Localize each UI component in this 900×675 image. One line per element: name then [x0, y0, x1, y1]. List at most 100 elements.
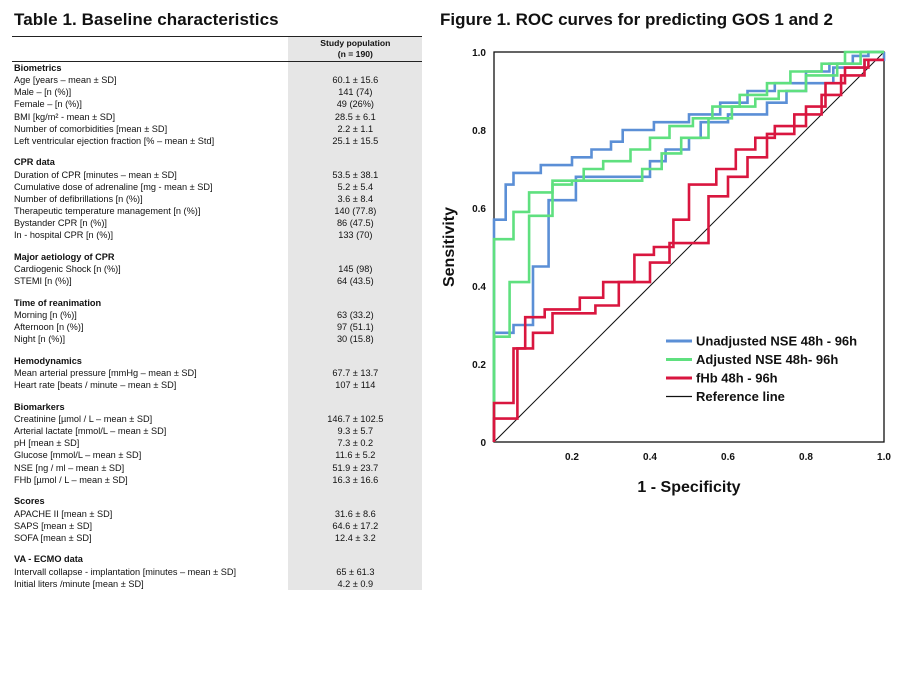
row-value: 140 (77.8) — [334, 206, 377, 217]
row-label: Creatinine [µmol / L – mean ± SD] — [14, 414, 153, 425]
row-value: 16.3 ± 16.6 — [332, 474, 379, 485]
row-value: 2.2 ± 1.1 — [337, 123, 374, 134]
table-row: Number of defibrillations [n (%)] 3.6 ± 8… — [12, 193, 422, 205]
table-row: Mean arterial pressure [mmHg – mean ± SD… — [12, 367, 422, 379]
row-value: 133 (70) — [338, 230, 373, 241]
section-heading-row: CPR data — [12, 156, 422, 168]
row-value: 9.3 ± 5.7 — [337, 426, 374, 437]
figure-title: Figure 1. ROC curves for predicting GOS … — [440, 10, 833, 29]
row-value: 64 (43.5) — [336, 276, 374, 287]
row-value: 65 ± 61.3 — [336, 566, 375, 577]
y-tick-label: 0.8 — [472, 126, 486, 137]
table-panel: Table 1. Baseline characteristics Study … — [12, 10, 424, 590]
y-tick-label: 1.0 — [472, 48, 486, 59]
row-label: STEMI [n (%)] — [14, 276, 72, 287]
table-row: Heart rate [beats / minute – mean ± SD] 1… — [12, 379, 422, 391]
section-heading-row: Scores — [12, 495, 422, 507]
table-title: Table 1. Baseline characteristics — [14, 10, 279, 29]
row-label: Number of defibrillations [n (%)] — [14, 193, 143, 204]
table-column-header-line1: Study population — [320, 38, 391, 48]
table-row: Glucose [mmol/L – mean ± SD] 11.6 ± 5.2 — [12, 449, 422, 461]
table-row: Male – [n (%)] 141 (74) — [12, 86, 422, 98]
table-row: pH [mean ± SD] 7.3 ± 0.2 — [12, 437, 422, 449]
row-label: Initial liters /minute [mean ± SD] — [14, 578, 144, 589]
row-value: 97 (51.1) — [336, 322, 374, 333]
section-heading: VA - ECMO data — [14, 554, 83, 565]
roc-curve-5 — [492, 58, 884, 442]
section-heading: Time of reanimation — [14, 297, 102, 308]
row-label: Duration of CPR [minutes – mean ± SD] — [14, 169, 177, 180]
row-value: 3.6 ± 8.4 — [337, 193, 374, 204]
row-value: 67.7 ± 13.7 — [332, 368, 379, 379]
row-label: Age [years – mean ± SD] — [14, 75, 117, 86]
row-label: Therapeutic temperature management [n (%… — [14, 206, 201, 217]
row-value: 64.6 ± 17.2 — [332, 520, 379, 531]
table-row: Arterial lactate [mmol/L – mean ± SD] 9.3… — [12, 425, 422, 437]
row-label: SOFA [mean ± SD] — [14, 532, 92, 543]
section-heading: Scores — [14, 496, 45, 507]
table-column-header-line2: (n = 190) — [337, 49, 373, 59]
table-row: Creatinine [µmol / L – mean ± SD] 146.7 ±… — [12, 413, 422, 425]
row-value: 53.5 ± 38.1 — [332, 169, 379, 180]
legend-label: Adjusted NSE 48h- 96h — [696, 352, 838, 367]
legend-label: Reference line — [696, 389, 785, 404]
study-population-column-shade — [288, 37, 422, 590]
row-label: pH [mean ± SD] — [14, 438, 80, 449]
row-label: Cardiogenic Shock [n (%)] — [14, 264, 121, 275]
row-value: 31.6 ± 8.6 — [334, 508, 376, 519]
row-label: Cumulative dose of adrenaline [mg - mean… — [14, 181, 213, 192]
section-heading: Hemodynamics — [14, 355, 82, 366]
figure-panel: Figure 1. ROC curves for predicting GOS … — [436, 10, 896, 530]
row-value: 145 (98) — [338, 264, 373, 275]
table-row: Initial liters /minute [mean ± SD] 4.2 ± … — [12, 578, 422, 590]
section-heading-row: Biometrics — [12, 62, 422, 74]
row-label: In - hospital CPR [n (%)] — [14, 230, 114, 241]
reference-line — [493, 51, 885, 443]
row-value: 60.1 ± 15.6 — [332, 75, 379, 86]
table-row: Duration of CPR [minutes – mean ± SD] 53.… — [12, 169, 422, 181]
table-row: Night [n (%)] 30 (15.8) — [12, 333, 422, 345]
table-row: Bystander CPR [n (%)] 86 (47.5) — [12, 217, 422, 229]
row-value: 86 (47.5) — [336, 218, 374, 229]
table-row: SAPS [mean ± SD] 64.6 ± 17.2 — [12, 520, 422, 532]
section-heading: CPR data — [14, 157, 55, 168]
y-axis-label: Sensitivity — [441, 207, 458, 287]
row-value: 141 (74) — [338, 87, 373, 98]
row-value: 107 ± 114 — [335, 380, 376, 391]
row-value: 25.1 ± 15.5 — [332, 135, 379, 146]
section-heading-row: Major aetiology of CPR — [12, 251, 422, 263]
row-label: SAPS [mean ± SD] — [14, 520, 93, 531]
row-value: 5.2 ± 5.4 — [337, 181, 374, 192]
table-row: BMI [kg/m² - mean ± SD] 28.5 ± 6.1 — [12, 111, 422, 123]
roc-curve-3 — [492, 50, 884, 442]
row-label: Female – [n (%)] — [14, 99, 82, 110]
row-label: NSE [ng / ml – mean ± SD] — [14, 462, 125, 473]
row-label: Arterial lactate [mmol/L – mean ± SD] — [14, 426, 167, 437]
row-value: 146.7 ± 102.5 — [327, 414, 384, 425]
y-tick-label: 0.2 — [472, 360, 486, 371]
row-label: Intervall collapse - implantation [minut… — [14, 566, 237, 577]
row-label: Afternoon [n (%)] — [14, 322, 84, 333]
table-row: NSE [ng / ml – mean ± SD] 51.9 ± 23.7 — [12, 462, 422, 474]
y-tick-label: 0.6 — [472, 204, 486, 215]
legend-label: fHb 48h - 96h — [696, 371, 778, 386]
row-label: Glucose [mmol/L – mean ± SD] — [14, 450, 142, 461]
x-tick-label: 1.0 — [877, 452, 891, 463]
roc-curve-6 — [492, 58, 884, 442]
x-tick-label: 0.8 — [799, 452, 813, 463]
table-row: APACHE II [mean ± SD] 31.6 ± 8.6 — [12, 508, 422, 520]
table-body: Biometrics Age [years – mean ± SD] 60.1 ± … — [12, 62, 422, 590]
row-value: 51.9 ± 23.7 — [332, 462, 379, 473]
section-heading: Biomarkers — [14, 401, 65, 412]
x-tick-label: 0.2 — [565, 452, 579, 463]
table-row: SOFA [mean ± SD] 12.4 ± 3.2 — [12, 532, 422, 544]
table-column-header: Study population (n = 190) — [289, 37, 422, 61]
x-tick-label: 0.6 — [721, 452, 735, 463]
roc-curve-1 — [492, 50, 884, 442]
table-row: FHb [µmol / L – mean ± SD] 16.3 ± 16.6 — [12, 474, 422, 486]
section-heading-row: Hemodynamics — [12, 355, 422, 367]
row-value: 63 (33.2) — [336, 310, 374, 321]
section-heading-row: Time of reanimation — [12, 297, 422, 309]
y-tick-label: 0.4 — [472, 282, 486, 293]
table-row: Therapeutic temperature management [n (%… — [12, 205, 422, 217]
